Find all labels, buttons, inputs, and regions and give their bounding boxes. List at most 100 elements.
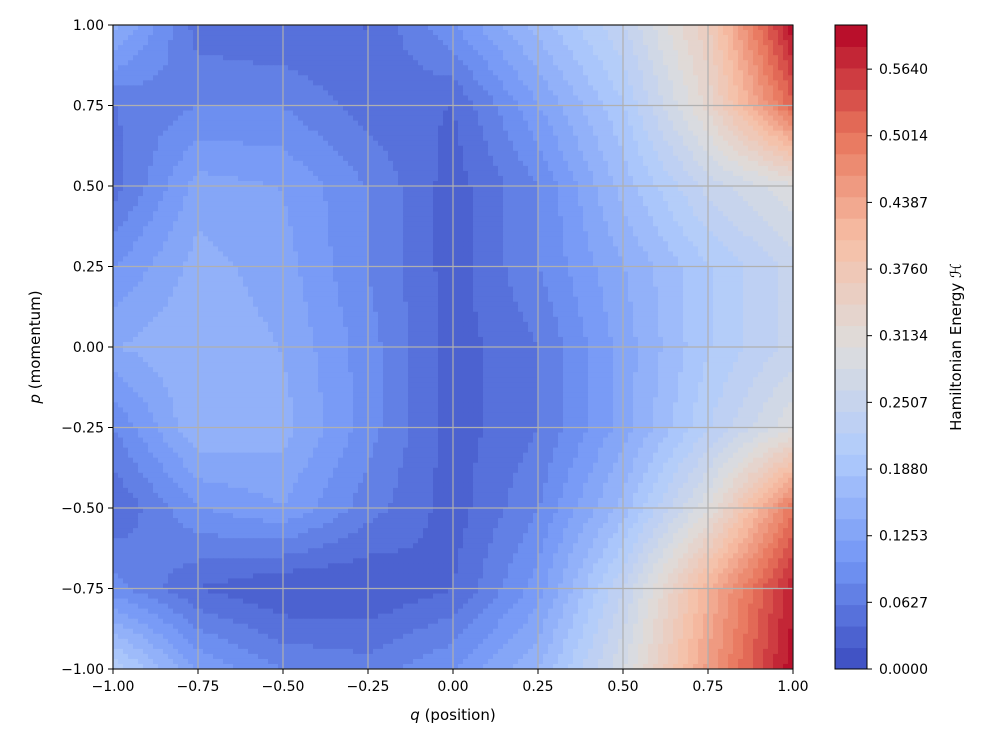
contour-cell (498, 95, 504, 102)
contour-cell (198, 180, 204, 187)
contour-cell (413, 25, 419, 31)
contour-cell (753, 95, 759, 102)
contour-cell (568, 115, 574, 122)
contour-cell (553, 160, 559, 167)
contour-cell (533, 100, 539, 107)
contour-cell (248, 40, 254, 46)
contour-cell (158, 110, 164, 117)
contour-cell (423, 85, 429, 92)
contour-cell (458, 165, 464, 172)
contour-cell (463, 85, 469, 92)
contour-cell (243, 100, 249, 107)
contour-cell (133, 120, 139, 127)
contour-cell (768, 135, 774, 142)
contour-cell (293, 155, 299, 162)
contour-cell (533, 135, 539, 142)
contour-cell (393, 85, 399, 92)
contour-cell (783, 40, 789, 46)
contour-cell (428, 145, 434, 152)
contour-cell (398, 80, 404, 86)
contour-cell (508, 140, 514, 147)
contour-cell (733, 85, 739, 92)
contour-cell (328, 105, 334, 112)
contour-cell (678, 95, 684, 102)
contour-cell (713, 50, 719, 56)
contour-cell (758, 35, 764, 41)
contour-cell (203, 85, 209, 92)
contour-cell (788, 70, 793, 76)
contour-cell (708, 201, 714, 207)
contour-cell (423, 75, 429, 81)
contour-cell (443, 150, 449, 157)
contour-cell (443, 65, 449, 71)
contour-cell (548, 155, 554, 162)
contour-cell (453, 196, 459, 202)
contour-cell (658, 70, 664, 76)
contour-cell (723, 85, 729, 92)
contour-cell (138, 75, 144, 81)
contour-cell (368, 140, 374, 147)
contour-cell (403, 120, 409, 127)
contour-cell (733, 160, 739, 167)
contour-cell (413, 150, 419, 157)
contour-cell (558, 115, 564, 122)
contour-cell (558, 120, 564, 127)
contour-cell (703, 140, 709, 147)
contour-cell (308, 55, 314, 61)
contour-cell (228, 60, 234, 66)
contour-cell (758, 160, 764, 167)
contour-cell (113, 140, 119, 147)
contour-cell (748, 191, 754, 197)
contour-cell (358, 170, 364, 177)
contour-cell (553, 35, 559, 41)
contour-cell (483, 120, 489, 127)
contour-cell (773, 90, 779, 97)
contour-cell (493, 145, 499, 152)
contour-cell (243, 95, 249, 102)
contour-cell (183, 40, 189, 46)
contour-cell (283, 55, 289, 61)
contour-cell (283, 155, 289, 162)
contour-cell (343, 206, 349, 212)
contour-cell (163, 40, 169, 46)
contour-cell (688, 170, 694, 177)
contour-cell (233, 125, 239, 132)
contour-cell (118, 65, 124, 71)
contour-cell (723, 30, 729, 36)
contour-cell (423, 130, 429, 137)
contour-cell (788, 115, 793, 122)
contour-cell (778, 30, 784, 36)
contour-cell (163, 65, 169, 71)
contour-cell (428, 150, 434, 157)
contour-cell (718, 110, 724, 117)
contour-cell (488, 105, 494, 112)
contour-cell (313, 120, 319, 127)
contour-cell (718, 60, 724, 66)
contour-cell (593, 80, 599, 86)
contour-cell (553, 105, 559, 112)
contour-cell (183, 75, 189, 81)
contour-cell (518, 55, 524, 61)
contour-cell (663, 105, 669, 112)
contour-cell (438, 85, 444, 92)
contour-cell (513, 130, 519, 137)
contour-cell (578, 90, 584, 97)
contour-cell (383, 25, 389, 31)
contour-cell (433, 135, 439, 142)
contour-cell (528, 25, 534, 31)
contour-cell (133, 130, 139, 137)
contour-cell (383, 50, 389, 56)
contour-cell (713, 120, 719, 127)
contour-cell (778, 135, 784, 142)
contour-cell (183, 35, 189, 41)
contour-cell (418, 120, 424, 127)
contour-cell (748, 180, 754, 187)
contour-cell (598, 25, 604, 31)
contour-cell (548, 135, 554, 142)
contour-cell (753, 160, 759, 167)
contour-cell (753, 120, 759, 127)
contour-cell (783, 90, 789, 97)
contour-cell (743, 140, 749, 147)
contour-cell (663, 50, 669, 56)
contour-cell (538, 180, 544, 187)
